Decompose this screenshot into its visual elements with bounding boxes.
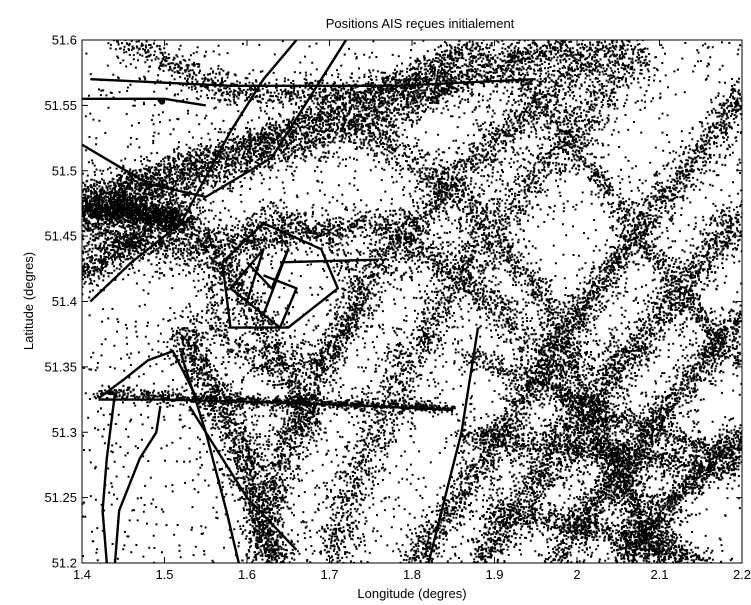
y-axis-label: Latitude (degres)	[21, 252, 36, 350]
y-tick-label: 51.25	[44, 490, 77, 505]
vessel-track	[279, 258, 380, 264]
y-tick-label: 51.55	[44, 98, 77, 113]
tick-labels: 1.4 1.5 1.6 1.7 1.8 1.9 2 2.1 2.2 51.2 51.25 51.3 51…	[44, 33, 751, 583]
chart-title: Positions AIS reçues initialement	[326, 16, 515, 31]
vessel-track	[82, 97, 206, 107]
y-tick-label: 51.6	[52, 33, 77, 48]
vessel-track	[82, 40, 348, 199]
x-tick-label: 1.8	[403, 567, 421, 582]
y-tick-label: 51.2	[52, 556, 77, 571]
vessel-track	[229, 247, 298, 329]
y-tick-label: 51.5	[52, 163, 77, 178]
ais-point-cloud	[82, 40, 742, 563]
plot-area	[82, 40, 742, 563]
y-tick-label: 51.3	[52, 425, 77, 440]
vessel-track	[113, 405, 162, 563]
x-tick-label: 1.9	[485, 567, 503, 582]
y-tick-label: 51.45	[44, 229, 77, 244]
y-tick-label: 51.35	[44, 359, 77, 374]
ais-position-points	[82, 40, 742, 563]
x-tick-label: 1.4	[73, 567, 91, 582]
x-axis-label: Longitude (degres)	[357, 586, 466, 601]
vessel-track	[89, 40, 298, 303]
x-tick-label: 1.5	[155, 567, 173, 582]
x-tick-label: 2	[573, 567, 580, 582]
x-tick-label: 1.6	[238, 567, 256, 582]
plot-frame	[81, 39, 743, 564]
track-marker	[158, 98, 166, 105]
x-tick-label: 1.7	[320, 567, 338, 582]
y-tick-label: 51.4	[52, 294, 77, 309]
x-tick-label: 2.1	[650, 567, 668, 582]
x-tick-label: 2.2	[733, 567, 751, 582]
